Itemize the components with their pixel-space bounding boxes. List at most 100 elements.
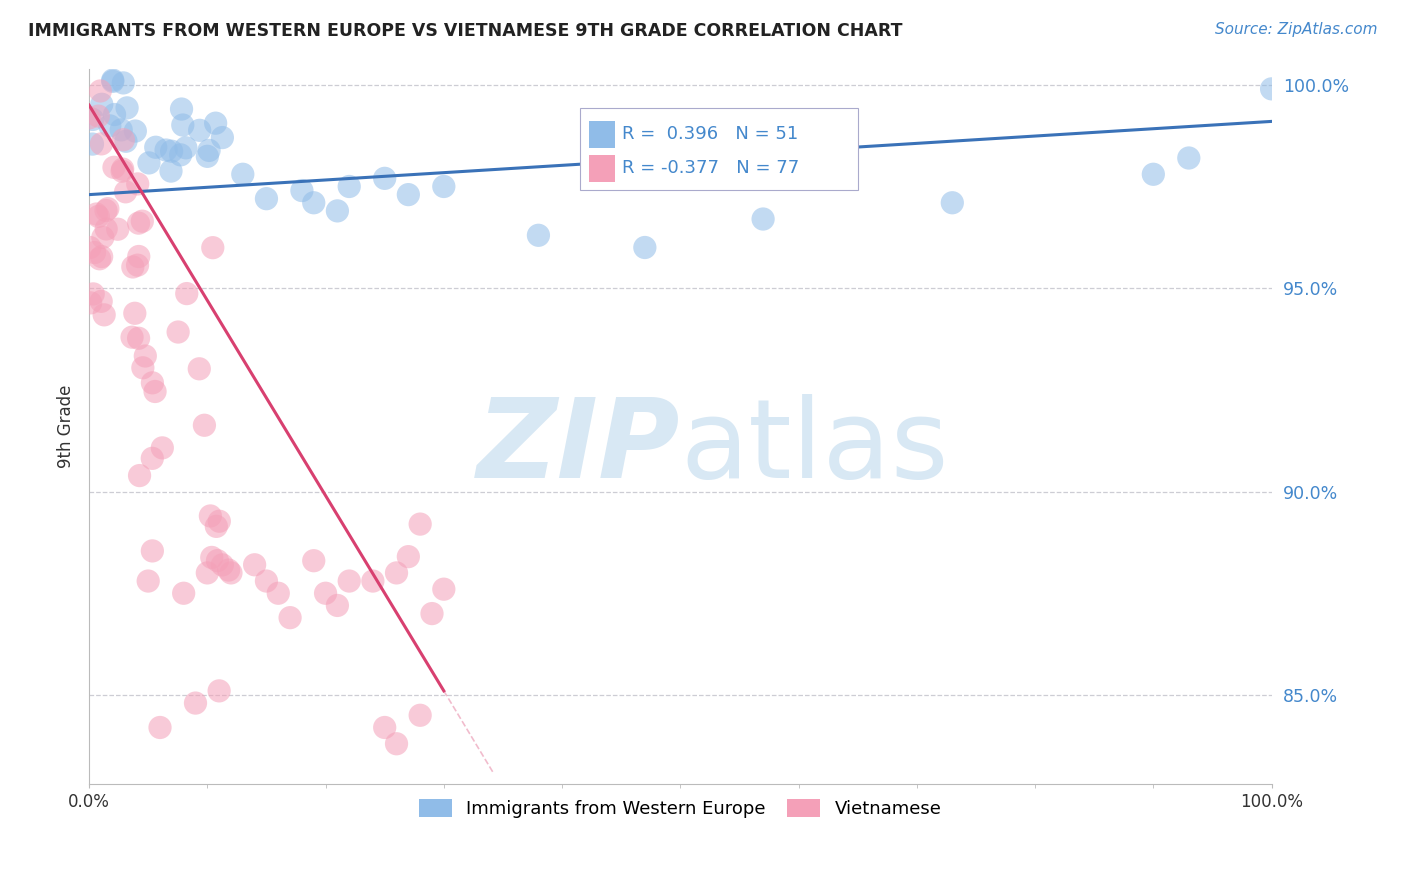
- Point: [111, 162, 134, 177]
- Point: [396, 549, 419, 564]
- Point: [80, 296, 103, 310]
- Point: [198, 144, 221, 158]
- FancyBboxPatch shape: [579, 108, 858, 190]
- Point: [101, 74, 124, 88]
- Point: [326, 599, 349, 613]
- Point: [169, 148, 191, 162]
- Point: [208, 514, 231, 528]
- Point: [752, 212, 775, 227]
- Point: [1178, 151, 1201, 165]
- Point: [291, 184, 314, 198]
- Point: [211, 130, 233, 145]
- Point: [193, 418, 215, 433]
- Point: [77, 111, 100, 125]
- Y-axis label: 9th Grade: 9th Grade: [58, 384, 75, 468]
- Point: [114, 185, 136, 199]
- Text: R =  0.396   N = 51: R = 0.396 N = 51: [623, 125, 799, 143]
- Point: [174, 141, 197, 155]
- Point: [134, 349, 156, 363]
- Point: [396, 187, 419, 202]
- Point: [195, 149, 218, 163]
- Point: [127, 177, 149, 191]
- Point: [97, 202, 120, 216]
- Point: [326, 203, 349, 218]
- Point: [315, 586, 337, 600]
- Point: [82, 112, 104, 127]
- Point: [115, 134, 138, 148]
- Point: [150, 441, 173, 455]
- Point: [141, 544, 163, 558]
- Point: [127, 258, 149, 272]
- Point: [361, 574, 384, 588]
- Point: [143, 384, 166, 399]
- Point: [211, 558, 233, 572]
- Point: [374, 721, 396, 735]
- Point: [86, 207, 108, 221]
- Point: [176, 286, 198, 301]
- Point: [128, 250, 150, 264]
- Point: [96, 222, 118, 236]
- Point: [94, 203, 117, 218]
- Point: [110, 123, 132, 137]
- Point: [103, 161, 125, 175]
- Point: [136, 574, 159, 588]
- Point: [337, 574, 360, 588]
- Point: [184, 696, 207, 710]
- Point: [1260, 82, 1282, 96]
- Point: [409, 517, 432, 532]
- Point: [205, 519, 228, 533]
- Point: [115, 101, 138, 115]
- Point: [103, 107, 125, 121]
- Point: [93, 308, 115, 322]
- Point: [83, 245, 105, 260]
- Point: [232, 167, 254, 181]
- Point: [124, 306, 146, 320]
- Point: [107, 222, 129, 236]
- Point: [409, 708, 432, 723]
- Point: [201, 550, 224, 565]
- Point: [141, 376, 163, 390]
- Point: [201, 241, 224, 255]
- Point: [302, 554, 325, 568]
- Point: [121, 330, 143, 344]
- Point: [112, 133, 135, 147]
- Point: [941, 195, 963, 210]
- Point: [256, 192, 278, 206]
- FancyBboxPatch shape: [589, 120, 616, 148]
- Point: [91, 230, 114, 244]
- Point: [145, 140, 167, 154]
- Point: [302, 195, 325, 210]
- Text: IMMIGRANTS FROM WESTERN EUROPE VS VIETNAMESE 9TH GRADE CORRELATION CHART: IMMIGRANTS FROM WESTERN EUROPE VS VIETNA…: [28, 22, 903, 40]
- Point: [128, 216, 150, 230]
- Point: [433, 179, 456, 194]
- FancyBboxPatch shape: [589, 155, 616, 182]
- Point: [132, 360, 155, 375]
- Point: [1142, 167, 1164, 181]
- Point: [87, 109, 110, 123]
- Point: [82, 137, 104, 152]
- Point: [141, 451, 163, 466]
- Point: [90, 294, 112, 309]
- Point: [172, 118, 194, 132]
- Point: [160, 164, 183, 178]
- Point: [90, 136, 112, 151]
- Point: [98, 119, 121, 133]
- Text: atlas: atlas: [681, 394, 949, 501]
- Point: [124, 124, 146, 138]
- Point: [138, 156, 160, 170]
- Point: [219, 566, 242, 580]
- Point: [278, 610, 301, 624]
- Point: [111, 164, 134, 178]
- Point: [207, 554, 229, 568]
- Point: [634, 240, 657, 254]
- Point: [385, 566, 408, 580]
- Point: [89, 84, 111, 98]
- Point: [90, 250, 112, 264]
- Point: [243, 558, 266, 572]
- Point: [188, 123, 211, 137]
- Point: [267, 586, 290, 600]
- Point: [420, 607, 443, 621]
- Point: [155, 143, 177, 157]
- Point: [204, 116, 226, 130]
- Point: [82, 286, 104, 301]
